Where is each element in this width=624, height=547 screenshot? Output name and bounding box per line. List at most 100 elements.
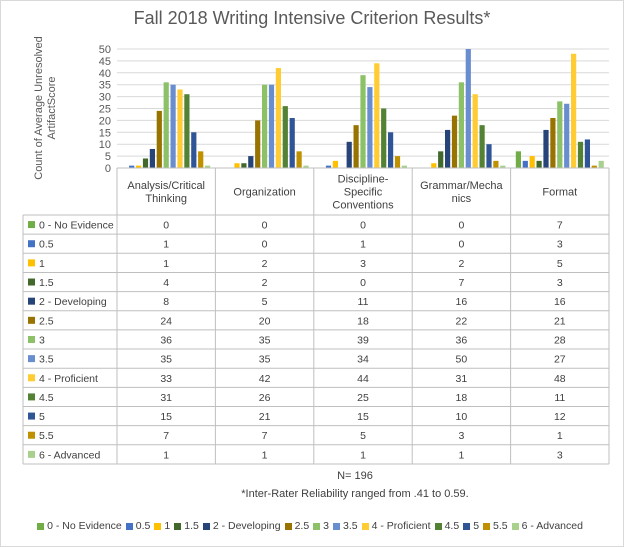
bar xyxy=(262,84,268,168)
bar xyxy=(536,160,542,168)
row-legend-key xyxy=(28,316,35,324)
category-label: Organization xyxy=(233,187,295,199)
y-tick-label: 30 xyxy=(99,92,111,104)
bar xyxy=(451,115,458,168)
legend-label: 5 xyxy=(473,520,480,532)
y-tick-label: 40 xyxy=(99,68,111,80)
y-tick-label: 0 xyxy=(105,163,111,175)
legend-item: 2.5 xyxy=(284,520,310,532)
bar xyxy=(500,165,506,168)
data-table-cell: 50 xyxy=(456,354,468,366)
legend-swatch xyxy=(511,522,519,530)
row-series-name: 1.5 xyxy=(39,277,54,289)
legend-item: 5 xyxy=(463,520,479,532)
data-table-cell: 3 xyxy=(458,430,464,442)
row-legend-key xyxy=(28,355,35,363)
data-table-cell: 11 xyxy=(358,296,369,308)
row-series-name: 3.5 xyxy=(39,354,54,366)
bar xyxy=(591,165,597,168)
bar xyxy=(564,103,570,168)
bar xyxy=(191,132,197,168)
bar xyxy=(163,82,169,168)
y-tick-label: 15 xyxy=(99,127,111,139)
data-table-cell: 0 xyxy=(458,220,464,232)
data-table-cell: 48 xyxy=(554,373,566,385)
bar xyxy=(282,106,288,168)
y-tick-label: 5 xyxy=(105,151,111,163)
bar xyxy=(522,160,528,168)
data-table-cell: 42 xyxy=(259,373,271,385)
bar xyxy=(353,125,359,168)
bar xyxy=(394,156,401,168)
data-table-cell: 39 xyxy=(357,334,369,346)
bar xyxy=(543,129,549,168)
data-table-cell: 22 xyxy=(456,315,468,327)
bar xyxy=(129,165,135,168)
bar xyxy=(577,141,584,168)
bar xyxy=(325,165,332,168)
data-table-cell: 1 xyxy=(557,430,563,442)
row-legend-key xyxy=(28,278,35,286)
legend-label: 3 xyxy=(323,520,330,532)
data-table-cell: 15 xyxy=(357,411,369,423)
bar xyxy=(255,120,261,168)
legend-label: 0 - No Evidence xyxy=(47,520,122,532)
data-table-cell: 35 xyxy=(160,354,172,366)
y-tick-label: 25 xyxy=(99,104,111,116)
data-table-cell: 31 xyxy=(160,392,172,404)
legend-label: 4 - Proficient xyxy=(371,520,431,532)
data-table-cell: 7 xyxy=(163,430,169,442)
bar xyxy=(571,53,577,169)
bar xyxy=(472,94,478,168)
chart-title: Fall 2018 Writing Intensive Criterion Re… xyxy=(133,8,491,28)
legend-swatch xyxy=(313,522,321,530)
bar xyxy=(486,144,492,168)
bar xyxy=(198,151,204,168)
row-series-name: 2 - Developing xyxy=(39,296,107,308)
row-legend-key xyxy=(28,450,35,458)
legend-swatch xyxy=(37,522,45,530)
row-series-name: 0 - No Evidence xyxy=(39,220,114,232)
legend-swatch xyxy=(202,522,210,530)
row-legend-key xyxy=(28,393,35,401)
bar xyxy=(248,156,254,168)
bar xyxy=(296,151,302,168)
data-table-cell: 12 xyxy=(554,411,566,423)
bar xyxy=(303,165,309,168)
row-legend-key xyxy=(28,259,35,267)
data-table-cell: 1 xyxy=(163,449,169,461)
bar xyxy=(598,160,604,168)
bar xyxy=(529,156,535,168)
data-table-cell: 0 xyxy=(163,220,169,232)
legend-label: 6 - Advanced xyxy=(521,520,583,532)
bar xyxy=(170,84,176,168)
legend-item: 4 - Proficient xyxy=(361,520,431,532)
legend-label: 2.5 xyxy=(294,520,310,532)
bar xyxy=(465,49,471,168)
data-table-cell: 5 xyxy=(557,258,563,270)
legend-swatch xyxy=(333,522,341,530)
row-legend-key xyxy=(28,221,35,229)
bar xyxy=(458,82,464,168)
data-table-cell: 1 xyxy=(360,449,366,461)
row-legend-key xyxy=(28,431,35,439)
bar xyxy=(332,160,338,168)
y-tick-label: 45 xyxy=(99,56,111,68)
legend-item: 2 - Developing xyxy=(202,520,281,532)
bar xyxy=(360,75,366,168)
data-table-cell: 35 xyxy=(259,334,271,346)
bar xyxy=(142,158,149,168)
data-table-cell: 36 xyxy=(456,334,468,346)
row-legend-key xyxy=(28,412,35,420)
bar xyxy=(346,141,352,168)
y-tick-label: 20 xyxy=(99,115,111,127)
legend-item: 5.5 xyxy=(483,520,508,532)
legend-label: 5.5 xyxy=(493,520,508,532)
bar xyxy=(479,125,485,168)
legend-swatch xyxy=(463,522,471,530)
data-table-cell: 0 xyxy=(262,239,268,251)
data-table-cell: 35 xyxy=(259,354,271,366)
bar xyxy=(445,129,451,168)
bar xyxy=(431,163,437,168)
